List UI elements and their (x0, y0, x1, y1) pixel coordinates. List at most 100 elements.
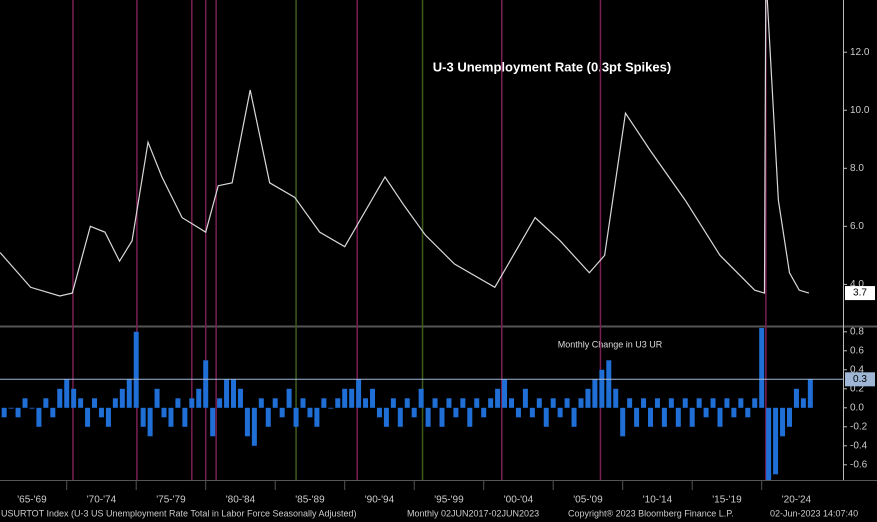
bar (620, 407, 626, 437)
bar (1, 407, 7, 418)
bar (432, 398, 438, 408)
bar (460, 398, 466, 408)
bar (293, 407, 299, 427)
y-tick-label: 4.0 (850, 279, 864, 290)
chart-title: U-3 Unemployment Rate (0.3pt Spikes) (433, 59, 671, 74)
bar (112, 398, 118, 408)
bar (182, 407, 188, 427)
x-tick-label: '90-'94 (365, 495, 395, 506)
bar (613, 388, 619, 408)
bar (203, 360, 209, 408)
bar (682, 398, 688, 408)
bar (731, 407, 737, 418)
bar (356, 379, 362, 408)
bar (71, 388, 77, 408)
bar (474, 398, 480, 408)
footer-text: Monthly 02JUN2017-02JUN2023 (407, 508, 539, 518)
bar (342, 388, 348, 408)
bar (745, 407, 751, 418)
x-tick-label: '95-'99 (434, 495, 464, 506)
bar (411, 407, 417, 418)
bar (592, 379, 598, 408)
bar (529, 407, 535, 418)
bar (363, 398, 369, 408)
bar (210, 407, 216, 437)
bar (578, 398, 584, 408)
bar (8, 407, 14, 409)
bar (599, 369, 605, 408)
bar (161, 407, 167, 418)
y-tick-label: 10.0 (850, 105, 870, 116)
bar (752, 398, 758, 408)
footer-text: 02-Jun-2023 14:07:40 (770, 508, 858, 518)
bar (321, 398, 327, 408)
bar (237, 388, 243, 408)
bar (279, 407, 285, 418)
x-tick-label: '00-'04 (504, 495, 534, 506)
y-tick-label: 6.0 (850, 221, 864, 232)
bar (585, 388, 591, 408)
bar (36, 407, 42, 427)
bar (661, 407, 667, 427)
bar (196, 388, 202, 408)
bar (675, 407, 681, 427)
bar (231, 379, 237, 408)
y-tick-label: 8.0 (850, 163, 864, 174)
bar (550, 398, 556, 408)
bar (335, 398, 341, 408)
bar (43, 398, 49, 408)
subtitle: Monthly Change in U3 UR (558, 339, 663, 349)
bar (759, 328, 765, 408)
y-tick-label: 0.8 (850, 326, 864, 337)
bar (543, 407, 549, 427)
bar (168, 407, 174, 427)
bar (654, 398, 660, 408)
bar (467, 407, 473, 427)
bar (738, 398, 744, 408)
y-tick-label: -0.6 (850, 459, 868, 470)
bar (349, 388, 355, 408)
bar (696, 398, 702, 408)
bar (404, 398, 410, 408)
x-tick-label: '10-'14 (643, 495, 673, 506)
bar (300, 398, 306, 408)
bar (98, 407, 104, 418)
bar (502, 379, 508, 408)
plot-area (1, 328, 813, 480)
bar (133, 331, 139, 408)
bar (244, 407, 250, 437)
x-tick-label: '85-'89 (295, 495, 325, 506)
bar (78, 398, 84, 408)
bar (627, 398, 633, 408)
bar (641, 398, 647, 408)
footer: USURTOT Index (U-3 US Unemployment Rate … (1, 508, 858, 518)
bar (376, 407, 382, 418)
bar (710, 398, 716, 408)
bar (307, 407, 313, 418)
bar (571, 407, 577, 427)
y-tick-label: 12.0 (850, 47, 870, 58)
bar (15, 407, 21, 418)
y-tick-label: 0.6 (850, 345, 864, 356)
bar (328, 407, 334, 409)
bar (272, 398, 278, 408)
bar (390, 398, 396, 408)
footer-text: USURTOT Index (U-3 US Unemployment Rate … (1, 508, 357, 518)
x-tick-label: '15-'19 (712, 495, 742, 506)
footer-text: Copyright® 2023 Bloomberg Finance L.P. (568, 508, 734, 518)
bar (508, 398, 514, 408)
bar (92, 398, 98, 408)
bar (85, 407, 91, 427)
bar (724, 398, 730, 408)
bar (154, 388, 160, 408)
bar (175, 398, 181, 408)
bar (703, 407, 709, 418)
bar (29, 407, 35, 409)
bar (481, 407, 487, 418)
bar (397, 407, 403, 427)
bar (251, 407, 257, 446)
bar (147, 407, 153, 437)
bar (57, 388, 63, 408)
